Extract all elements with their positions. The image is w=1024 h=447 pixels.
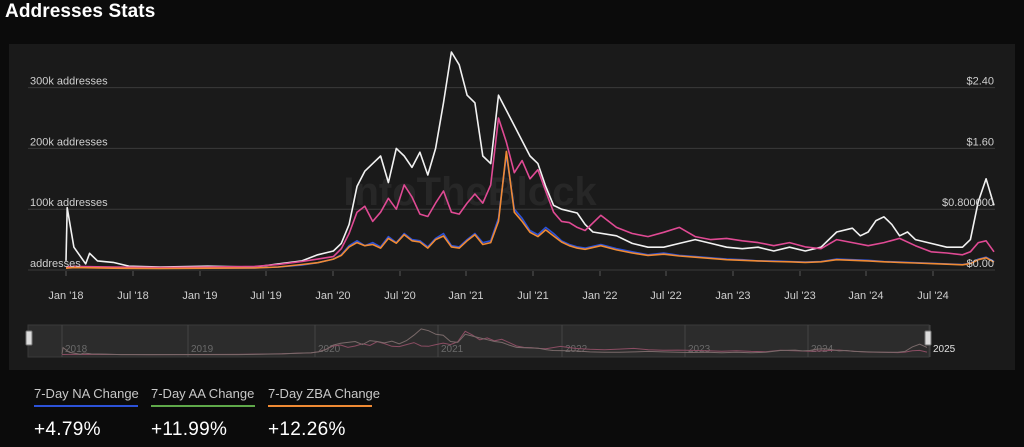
stat-na-value: +4.79% [34,419,101,440]
stat-aa-label: 7-Day AA Change [151,386,255,401]
x-tick-label: Jan '18 [48,290,83,302]
x-tick-label: Jan '23 [715,290,750,302]
y-right-tick-label: $1.60 [966,136,994,148]
navigator-year-label: 2024 [811,344,834,355]
y-right-tick-label: $0.00 [966,258,994,270]
y-right-tick-label: $0.800000 [942,197,994,209]
stat-na-label: 7-Day NA Change [34,386,139,401]
stat-zba-value: +12.26% [268,419,346,440]
chart-axes: addresses 100k addresses 200k addresses 300… [30,76,994,302]
navigator-year-label: 2020 [318,344,341,355]
navigator-year-label: 2019 [191,344,214,355]
range-navigator[interactable]: 2018 2019 2020 2021 2022 2023 2024 2025 [25,324,956,358]
chart-grid [28,87,995,271]
x-tick-label: Jul '19 [250,290,281,302]
y-left-tick-label: 100k addresses [30,197,108,209]
navigator-mini-price [61,328,928,356]
x-tick-label: Jul '24 [917,290,948,302]
stat-na-color-bar [34,405,138,407]
x-tick-label: Jul '20 [384,290,415,302]
stat-aa: 7-Day AA Change +11.99% [151,386,255,441]
y-left-tick-label: 200k addresses [30,136,108,148]
chart-series [65,51,995,270]
y-left-tick-label: 300k addresses [30,76,108,88]
series-line-zba [65,150,995,270]
navigator-year-label: 2025 [933,344,956,355]
x-tick-label: Jul '23 [784,290,815,302]
y-right-tick-label: $2.40 [966,76,994,88]
x-tick-label: Jul '21 [517,290,548,302]
navigator-year-label: 2018 [65,344,88,355]
x-tick-label: Jan '21 [448,290,483,302]
x-tick-label: Jan '24 [848,290,883,302]
navigator-track [27,324,930,358]
x-tick-label: Jul '18 [117,290,148,302]
navigator-year-label: 2021 [441,344,464,355]
stat-aa-color-bar [151,405,255,407]
series-line-aa [65,117,995,269]
stat-zba-color-bar [268,405,372,407]
stat-aa-value: +11.99% [151,419,228,440]
x-tick-label: Jan '22 [582,290,617,302]
chart-panel [9,44,1015,370]
y-left-tick-label: addresses [30,258,81,270]
navigator-year-label: 2022 [565,344,588,355]
x-tick-label: Jan '20 [315,290,350,302]
stat-zba-label: 7-Day ZBA Change [268,386,381,401]
stat-zba: 7-Day ZBA Change +12.26% [268,386,380,441]
navigator-year-label: 2023 [688,344,711,355]
stat-na: 7-Day NA Change +4.79% [34,386,139,441]
series-line-price [65,51,995,268]
navigator-left-handle[interactable] [25,330,33,346]
x-tick-label: Jan '19 [182,290,217,302]
x-tick-label: Jul '22 [650,290,681,302]
navigator-right-handle[interactable] [924,330,932,346]
page-title: Addresses Stats [5,1,156,22]
